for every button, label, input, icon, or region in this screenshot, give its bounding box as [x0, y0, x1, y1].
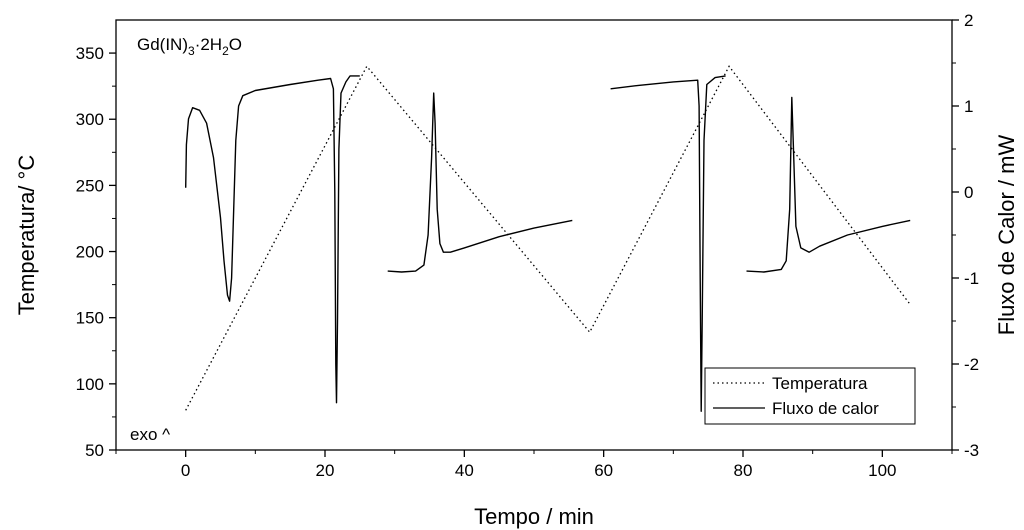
- left-tick-label: 300: [76, 110, 104, 129]
- left-tick-label: 100: [76, 375, 104, 394]
- right-tick-label: -2: [964, 355, 979, 374]
- right-tick-label: 0: [964, 183, 973, 202]
- fluxo-de-calor-segment-4: [746, 96, 911, 273]
- x-tick-label: 100: [868, 461, 896, 480]
- left-axis-title: Temperatura/ °C: [14, 155, 39, 316]
- series-layer: [185, 65, 911, 412]
- x-axis-title: Tempo / min: [474, 504, 594, 529]
- right-tick-label: -3: [964, 441, 979, 460]
- right-tick-label: 1: [964, 97, 973, 116]
- sample-label: Gd(IN)3·2H2O: [137, 35, 242, 58]
- fluxo-de-calor-segment-2: [387, 92, 573, 273]
- right-axis-title: Fluxo de Calor / mW: [994, 135, 1019, 336]
- left-tick-label: 350: [76, 44, 104, 63]
- right-tick-label: 2: [964, 11, 973, 30]
- left-axis-ticks: 50 100 150 200 250 300 350: [76, 44, 116, 460]
- x-axis-ticks: 0 20 40 60 80 100: [115, 450, 953, 480]
- exo-annotation: exo ^: [130, 425, 170, 444]
- x-tick-label: 80: [734, 461, 753, 480]
- temperatura-line: [185, 65, 911, 411]
- x-tick-label: 40: [455, 461, 474, 480]
- x-tick-label: 20: [316, 461, 335, 480]
- legend-box: [704, 367, 916, 425]
- left-tick-label: 50: [85, 441, 104, 460]
- legend: Temperatura Fluxo de calor: [704, 367, 916, 425]
- left-tick-label: 250: [76, 176, 104, 195]
- legend-label-fluxo: Fluxo de calor: [772, 399, 879, 418]
- right-axis-ticks: -3 -2 -1 0 1 2: [952, 11, 979, 460]
- left-tick-label: 200: [76, 243, 104, 262]
- x-tick-label: 60: [594, 461, 613, 480]
- x-tick-label: 0: [181, 461, 190, 480]
- fluxo-de-calor-segment-3: [610, 75, 726, 412]
- legend-label-temperatura: Temperatura: [772, 374, 868, 393]
- left-tick-label: 150: [76, 309, 104, 328]
- fluxo-de-calor-segment-1: [185, 75, 360, 404]
- right-tick-label: -1: [964, 269, 979, 288]
